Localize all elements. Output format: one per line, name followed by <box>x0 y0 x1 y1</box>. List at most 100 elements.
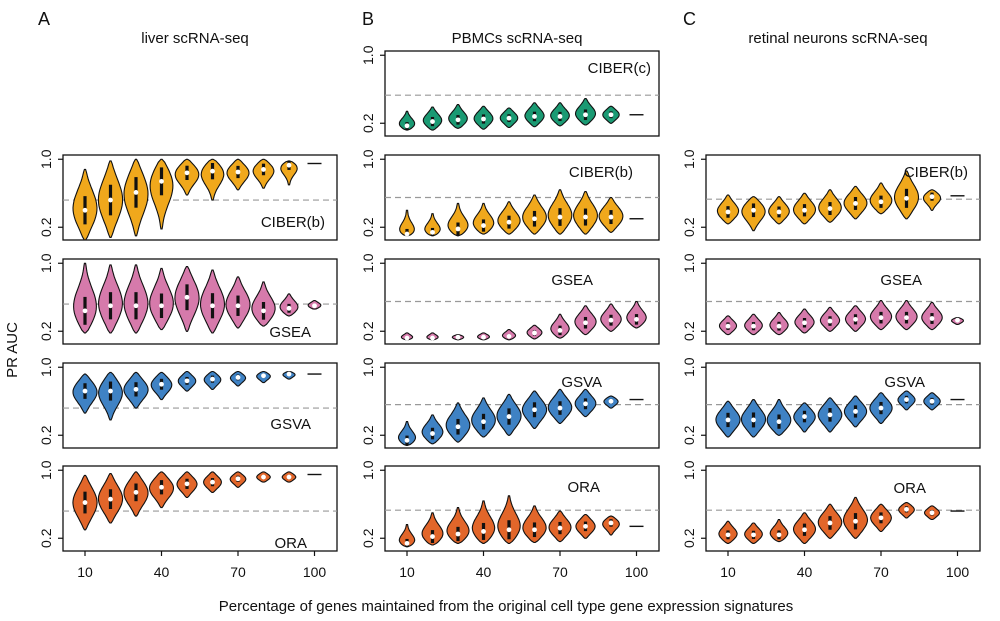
violin-median-30 <box>133 489 139 495</box>
violin-median-10 <box>404 335 410 341</box>
violin-median-80 <box>904 195 909 201</box>
violin-median-80 <box>904 315 909 321</box>
y-tick-label: 0.2 <box>360 217 376 237</box>
violin-median-30 <box>455 531 461 537</box>
violin-median-20 <box>108 303 113 309</box>
violin-median-20 <box>751 532 756 538</box>
violin-median-90 <box>286 371 292 377</box>
violin-median-50 <box>506 527 512 533</box>
violin-median-70 <box>878 315 884 321</box>
y-tick-label: 1.0 <box>360 149 376 169</box>
y-tick-label: 0.2 <box>38 321 54 341</box>
x-tick-label: 70 <box>552 564 568 580</box>
y-tick-label: 1.0 <box>360 253 376 273</box>
y-tick-label: 1.0 <box>681 149 697 169</box>
violin-median-40 <box>481 116 486 122</box>
violin-median-50 <box>827 520 833 526</box>
method-label: CIBER(b) <box>904 164 968 181</box>
violin-50 <box>497 495 521 544</box>
panel-c-gsva: 0.2 1.0 GSVA <box>681 357 981 449</box>
violin-median-90 <box>929 194 935 200</box>
panel-frame <box>62 465 338 552</box>
violin-median-40 <box>481 529 486 534</box>
panel-c-gsea: 0.2 1.0 GSEA <box>681 253 981 345</box>
violin-median-70 <box>557 525 563 531</box>
violin-median-40 <box>802 414 807 419</box>
y-tick-label: 0.2 <box>360 321 376 341</box>
y-tick-label: 1.0 <box>360 460 376 480</box>
method-label: ORA <box>274 535 307 552</box>
y-tick-label: 1.0 <box>38 253 54 273</box>
panel-a-gsea: 0.2 1.0 GSEA <box>38 253 338 345</box>
method-label: GSVA <box>884 374 925 391</box>
method-label: CIBER(b) <box>261 214 325 231</box>
method-label: ORA <box>893 480 926 497</box>
violin-median-80 <box>904 397 909 402</box>
violin-10 <box>397 421 417 446</box>
violin-median-50 <box>184 294 190 300</box>
violin-20 <box>421 512 444 546</box>
panel-frame <box>384 50 660 137</box>
panel-frame <box>705 465 981 552</box>
violin-median-60 <box>532 114 537 119</box>
violin-median-30 <box>455 334 461 340</box>
violin-median-80 <box>261 167 266 172</box>
violin-median-60 <box>532 527 537 533</box>
violin-median-90 <box>929 398 935 404</box>
y-tick-label: 1.0 <box>360 357 376 377</box>
violin-median-60 <box>210 376 215 382</box>
violin-30 <box>447 202 469 237</box>
x-tick-label: 10 <box>77 564 93 580</box>
violin-median-20 <box>108 197 113 203</box>
violin-median-30 <box>776 209 782 215</box>
x-tick-label: 40 <box>154 564 170 580</box>
panel-letter-a: A <box>38 9 50 29</box>
violin-median-20 <box>430 431 435 436</box>
violin-median-10 <box>404 540 410 546</box>
violin-median-80 <box>261 308 266 314</box>
violin-median-80 <box>583 214 588 220</box>
violin-median-70 <box>557 328 563 333</box>
violin-10 <box>398 110 416 131</box>
panel-frame <box>62 154 338 241</box>
violin-median-50 <box>827 318 833 324</box>
violin-median-40 <box>802 320 807 326</box>
violin-median-20 <box>108 496 113 502</box>
violin-median-60 <box>532 330 537 336</box>
x-tick-label: 100 <box>946 564 970 580</box>
y-tick-label: 0.2 <box>681 321 697 341</box>
violin-median-70 <box>878 515 884 521</box>
panel-frame <box>705 362 981 449</box>
violin-median-50 <box>184 378 190 384</box>
panel-a-ciberb: 0.2 1.0 CIBER(b) <box>38 149 338 241</box>
y-tick-label: 1.0 <box>681 357 697 377</box>
violin-median-10 <box>725 417 731 423</box>
y-tick-label: 0.2 <box>38 217 54 237</box>
violin-median-80 <box>583 320 588 326</box>
x-tick-label: 10 <box>720 564 736 580</box>
violin-median-40 <box>481 419 486 425</box>
x-axis-label: Percentage of genes maintained from the … <box>219 598 794 615</box>
y-tick-label: 0.2 <box>681 528 697 548</box>
violin-median-90 <box>608 520 614 526</box>
method-label: CIBER(c) <box>588 60 651 77</box>
method-label: ORA <box>567 479 600 496</box>
violin-median-10 <box>404 123 410 129</box>
column-title-a: liver scRNA-seq <box>141 30 249 47</box>
y-tick-label: 0.2 <box>681 425 697 445</box>
violin-median-20 <box>430 335 435 341</box>
violin-median-30 <box>133 190 139 195</box>
panel-letter-b: B <box>362 9 374 29</box>
violin-median-10 <box>82 308 88 314</box>
violin-median-40 <box>159 484 164 490</box>
violin-median-30 <box>455 117 461 123</box>
violin-median-60 <box>853 409 858 414</box>
violin-median-30 <box>455 424 461 430</box>
violin-median-50 <box>827 412 833 418</box>
violin-median-30 <box>133 303 139 309</box>
panel-frame <box>705 154 981 241</box>
x-tick-label: 70 <box>230 564 246 580</box>
violin-median-80 <box>904 506 909 512</box>
y-tick-label: 0.2 <box>360 113 376 133</box>
y-tick-label: 0.2 <box>38 528 54 548</box>
